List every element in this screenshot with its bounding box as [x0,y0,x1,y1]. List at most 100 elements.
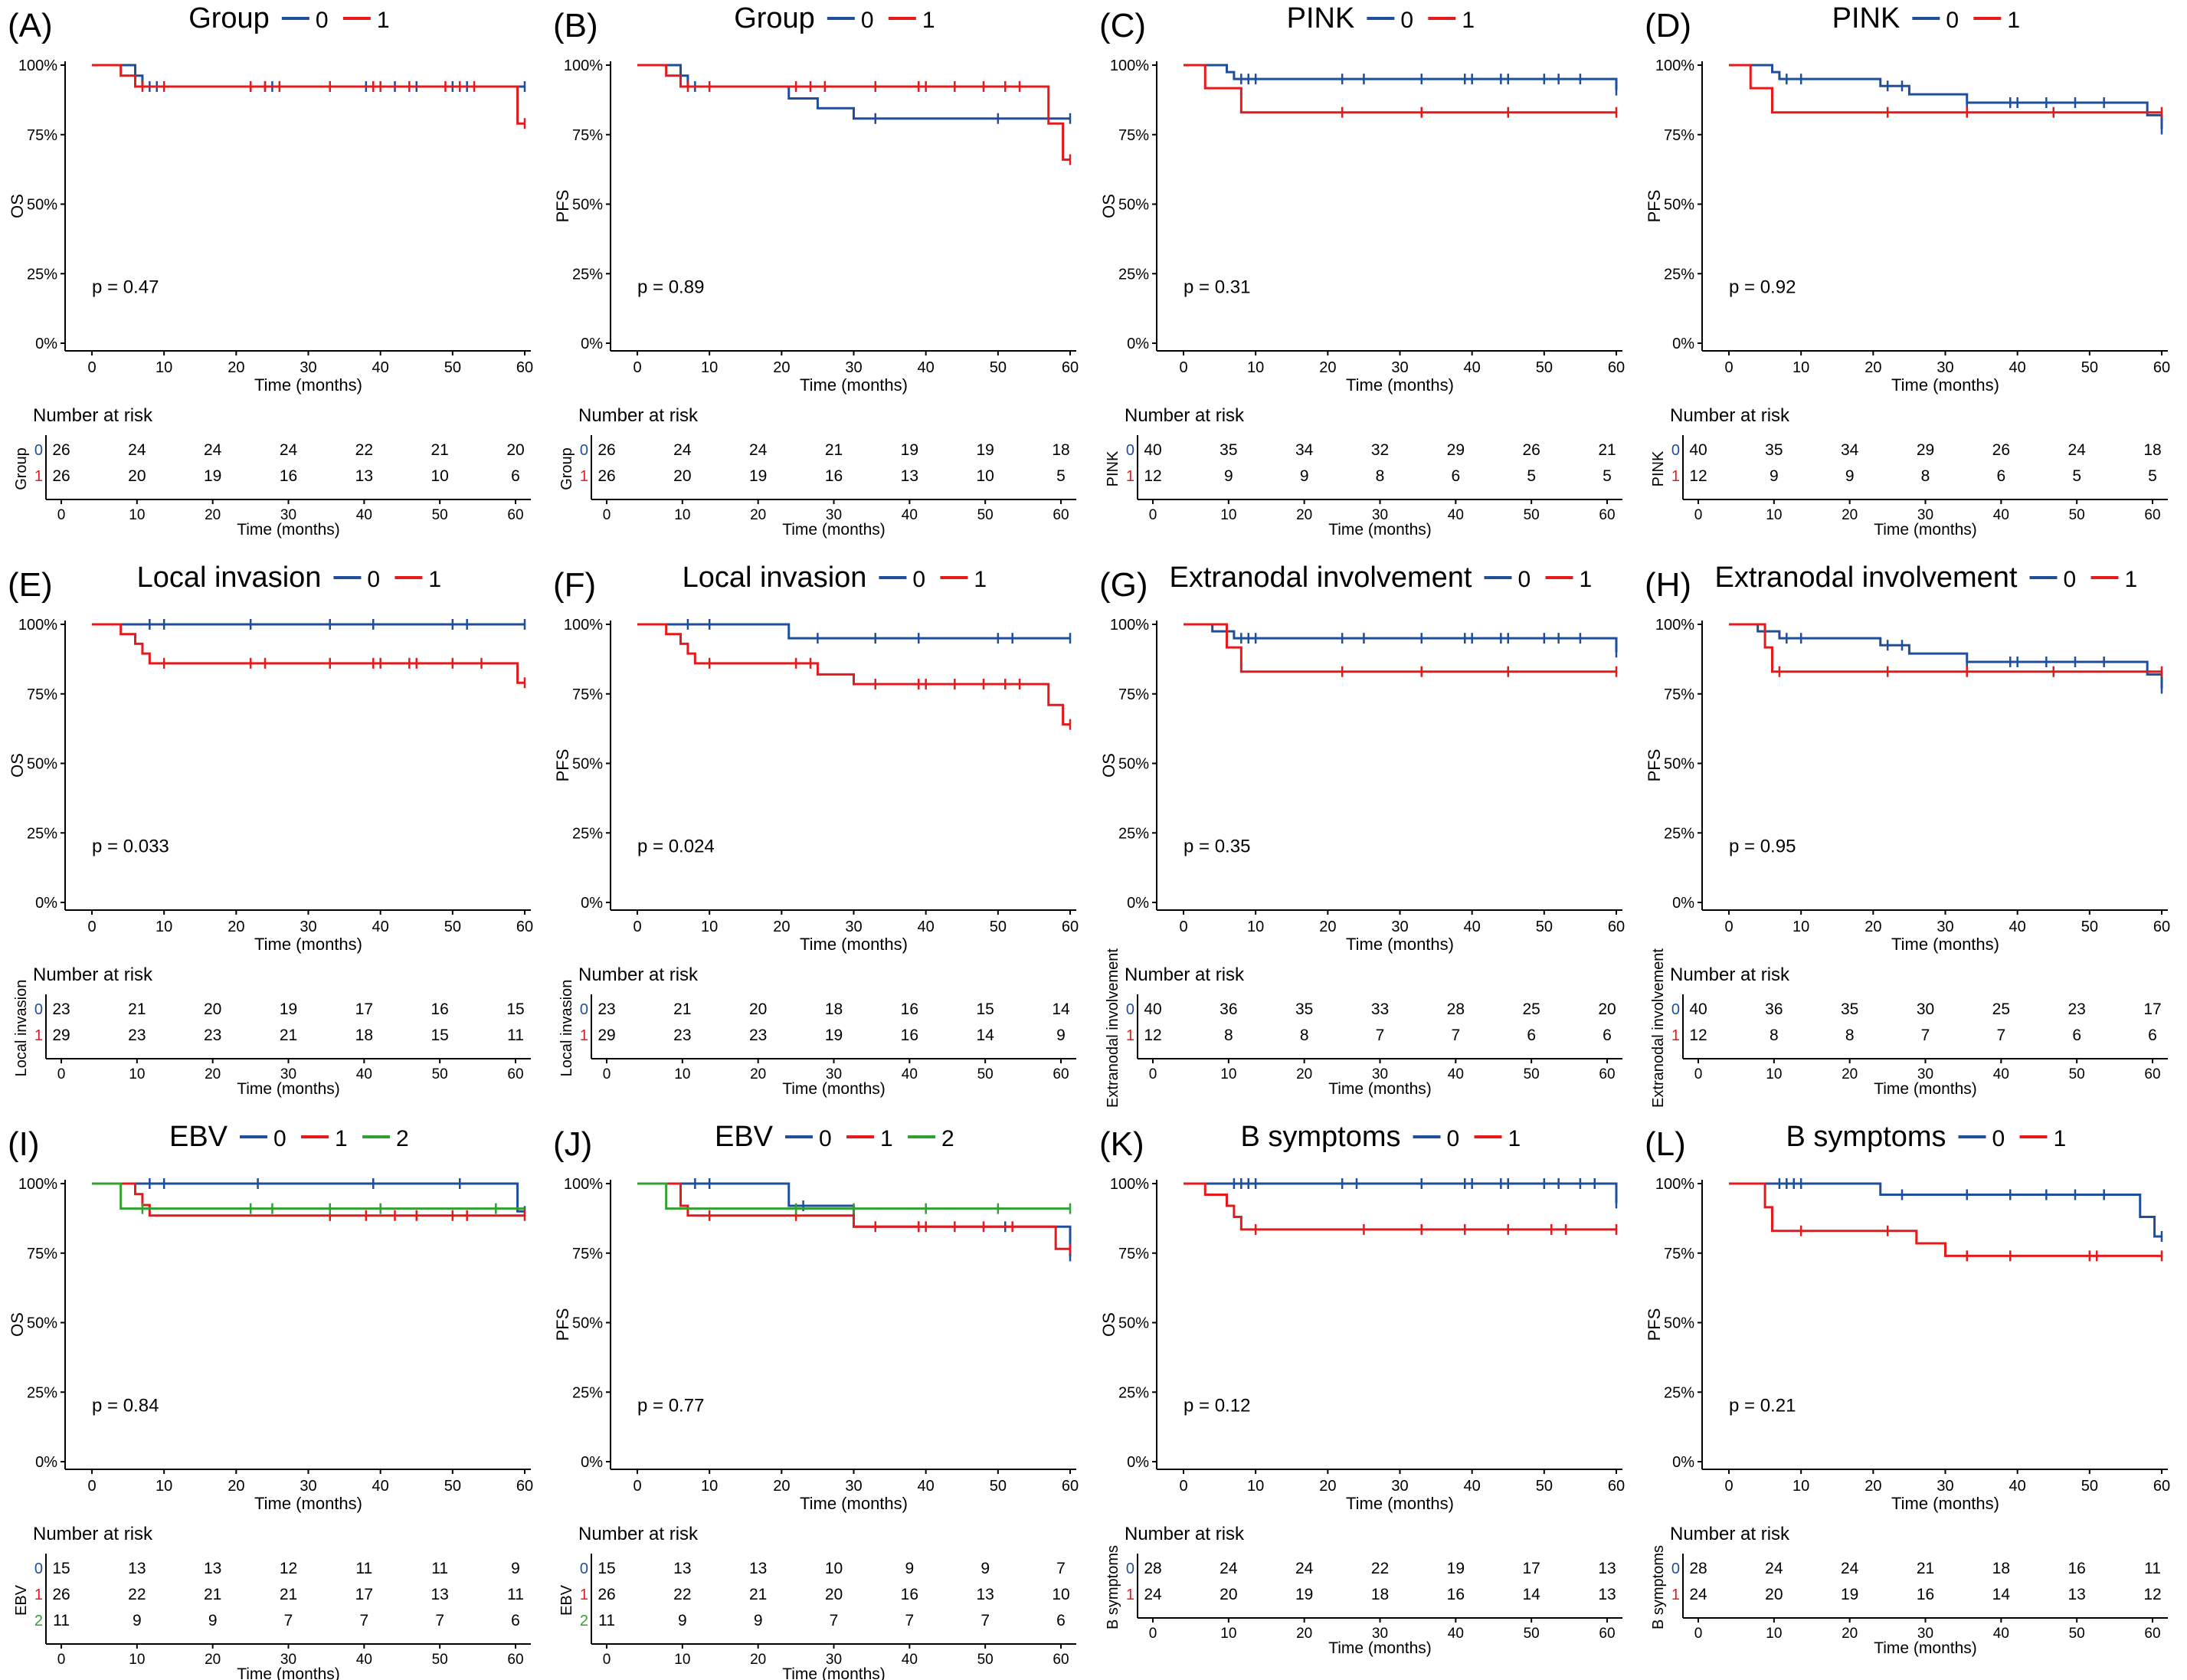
risk-group-label-0: 0 [34,442,43,459]
risk-x-tick-label: 60 [2144,1626,2160,1642]
risk-group-label-1: 1 [34,468,43,485]
risk-count: 5 [1603,467,1612,485]
risk-count: 18 [1371,1586,1389,1603]
risk-count: 15 [431,1027,448,1044]
x-axis-title: Time (months) [800,1494,908,1513]
risk-x-tick-label: 10 [1766,1626,1782,1642]
km-panel-8: (H) Extranodal involvement 0 10%25%50%75%10… [1645,562,2170,1108]
km-panel-10: (J) EBV 0 1 20%25%50%75%100%0 10 20 30 40 50 60Tim… [553,1121,1079,1680]
risk-count: 23 [204,1027,221,1044]
p-value: p = 0.47 [92,277,159,298]
x-tick-label: 10 [156,1478,172,1495]
risk-count: 10 [825,1560,843,1577]
x-tick-label: 10 [701,1478,718,1495]
risk-count: 19 [204,467,221,485]
x-axis-title: Time (months) [254,375,362,395]
risk-x-tick-label: 20 [205,1652,221,1668]
y-tick-label: 25% [572,1384,603,1401]
risk-x-tick-label: 40 [356,1652,372,1668]
y-tick-label: 25% [1664,825,1694,842]
risk-count: 7 [1451,1027,1460,1044]
risk-x-tick-label: 0 [57,1652,66,1668]
risk-count: 9 [1300,467,1309,485]
legend-label-2: 2 [941,1126,954,1151]
legend-label-1: 1 [377,8,390,33]
y-tick-label: 50% [1118,197,1149,214]
risk-x-tick-label: 50 [977,1066,994,1082]
x-tick-label: 30 [1391,1478,1408,1495]
panel-label: (C) [1099,7,1146,44]
y-axis-title: PFS [553,190,572,223]
risk-x-tick-label: 0 [1694,507,1703,523]
risk-x-tick-label: 20 [1296,1066,1312,1082]
risk-group-label-0: 0 [1671,1001,1680,1018]
legend-label-0: 0 [1447,1126,1460,1151]
risk-count: 6 [1603,1027,1612,1044]
y-tick-label: 75% [1118,686,1149,703]
x-tick-label: 20 [773,919,790,935]
survival-curve-1 [92,1182,525,1217]
risk-x-axis-title: Time (months) [1328,521,1432,539]
risk-x-tick-label: 0 [1149,1066,1157,1082]
chart-title: Local invasion [683,562,867,594]
risk-count: 20 [1765,1586,1783,1603]
risk-table-title: Number at risk [33,1524,153,1544]
risk-count: 13 [901,467,918,485]
y-tick-label: 75% [572,1246,603,1262]
x-tick-label: 40 [2009,919,2026,935]
y-tick-label: 0% [1672,336,1694,352]
risk-x-tick-label: 0 [57,1066,66,1082]
y-tick-label: 50% [27,197,57,214]
km-panel-1: (A) Group 0 10%25%50%75%100%0 10 20 30 40 50 60Ti… [8,2,533,539]
y-tick-label: 100% [18,57,57,74]
risk-count: 23 [128,1027,146,1044]
survival-curve-0 [1184,1182,1618,1204]
y-tick-label: 0% [1127,336,1149,352]
risk-count: 7 [1056,1560,1066,1577]
risk-variable-label: EBV [13,1584,30,1616]
km-panel-11: (K) B symptoms 0 10%25%50%75%100%0 10 20 30 40 5… [1099,1121,1625,1657]
risk-x-tick-label: 40 [1448,1066,1464,1082]
risk-x-tick-label: 40 [1448,507,1464,523]
risk-x-tick-label: 30 [280,1066,296,1082]
y-tick-label: 50% [572,1315,603,1332]
risk-x-tick-label: 60 [1599,1066,1615,1082]
risk-count: 20 [128,467,146,485]
risk-count: 34 [1841,441,1859,459]
risk-count: 22 [128,1586,146,1603]
risk-count: 9 [678,1612,687,1629]
risk-x-tick-label: 10 [674,1652,690,1668]
risk-count: 21 [128,1000,146,1018]
km-panel-9: (I) EBV 0 1 20%25%50%75%100%0 10 20 30 40 50 60Tim… [8,1121,533,1680]
survival-curve-0 [1729,1182,2162,1238]
risk-count: 33 [1371,1000,1389,1018]
chart-title: PINK [1287,2,1355,34]
y-tick-label: 100% [18,617,57,634]
risk-table-title: Number at risk [1670,405,1790,426]
p-value: p = 0.31 [1184,277,1250,298]
x-tick-label: 20 [228,919,244,935]
p-value: p = 0.89 [637,277,704,298]
y-tick-label: 0% [1127,1454,1149,1471]
survival-curve-1 [1184,64,1616,114]
x-tick-label: 0 [87,359,96,376]
risk-count: 23 [2068,1000,2085,1018]
legend-label-1: 1 [922,8,935,33]
risk-x-tick-label: 20 [1842,507,1858,523]
risk-x-tick-label: 40 [902,507,918,523]
survival-curve-1 [637,623,1070,726]
y-tick-label: 75% [572,127,603,144]
risk-count: 24 [1295,1560,1314,1577]
risk-count: 15 [597,1560,615,1577]
y-axis-title: OS [8,1312,27,1337]
y-tick-label: 50% [572,197,603,214]
y-tick-label: 100% [1655,57,1694,74]
y-tick-label: 0% [1672,1454,1694,1471]
x-tick-label: 40 [1464,1478,1481,1495]
x-tick-label: 40 [2009,359,2026,376]
risk-count: 7 [284,1612,293,1629]
risk-x-tick-label: 40 [902,1652,918,1668]
y-axis-title: PFS [553,1308,572,1341]
x-tick-label: 30 [1937,919,1953,935]
x-tick-label: 10 [701,919,718,935]
